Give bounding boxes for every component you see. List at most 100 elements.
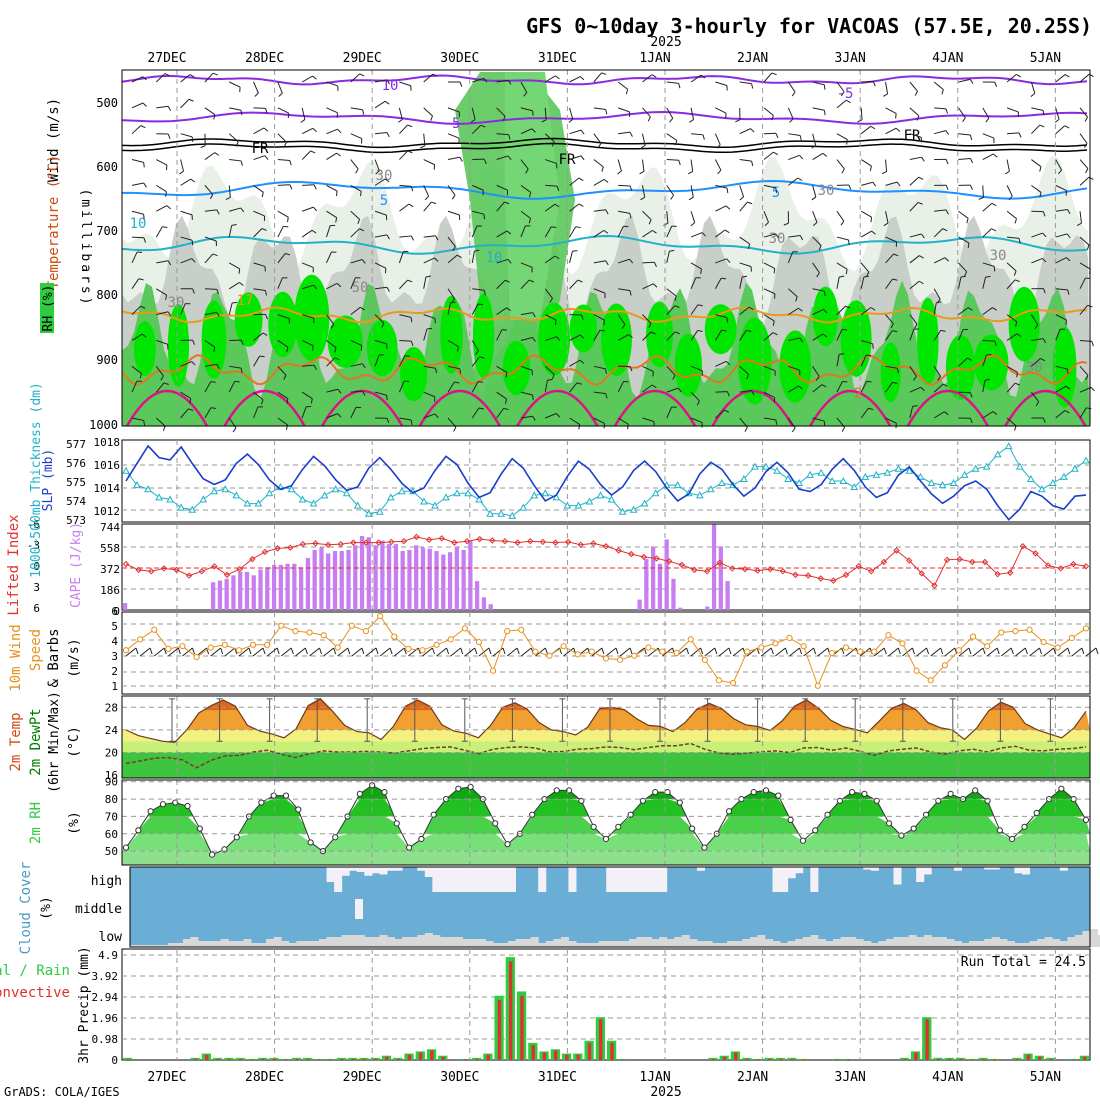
precip-conv-bar (273, 1059, 276, 1060)
temp2m-label: 2m Temp (8, 712, 24, 771)
wind-barb-flag (411, 317, 412, 322)
precip-conv-bar (430, 1050, 433, 1060)
cloud-high-bar (395, 867, 403, 871)
top-year-label: 2025 (650, 35, 681, 50)
cape-bar (326, 553, 330, 610)
upper-temp-legend: Temperature (°C) (46, 155, 62, 290)
bottom-date-3jan: 3JAN (835, 1070, 866, 1085)
cloud-low-bar (704, 941, 712, 947)
wind-barb-flag (533, 111, 534, 116)
cloud-high-bar (432, 867, 440, 892)
cloud-high-bar (636, 867, 644, 892)
top-date-29dec: 29DEC (343, 51, 382, 66)
wind10-speed-point (787, 635, 792, 640)
cloud-low-bar (500, 943, 508, 947)
precip-conv-bar (194, 1059, 197, 1060)
wind-barb (983, 185, 984, 197)
rh2m-point (911, 826, 916, 831)
wind10-speed-point (152, 627, 157, 632)
wind-barb (302, 185, 314, 186)
cape-tick-186: 186 (100, 584, 120, 597)
cloud-high-bar (893, 867, 901, 885)
top-date-31dec: 31DEC (538, 51, 577, 66)
precip-tick-1.96: 1.96 (92, 1012, 119, 1025)
cloud-low-bar (961, 943, 969, 947)
cloud-low-bar (395, 939, 403, 947)
bottom-date-1jan: 1JAN (639, 1070, 670, 1085)
wind10-tick-4: 4 (111, 635, 118, 648)
cape-bar (455, 546, 459, 610)
wind10-speed-point (646, 645, 651, 650)
cloud-high-bar (621, 867, 629, 892)
wind-barb-flag (239, 269, 240, 274)
cloud-high-bar (327, 867, 335, 882)
cloud-low-bar (1060, 941, 1068, 947)
wind-barb-flag (211, 382, 216, 383)
cloud-low-bar (1030, 941, 1038, 947)
contour-label: 2 (854, 386, 862, 402)
cloud-low-bar (886, 939, 894, 947)
temp-tick-24: 24 (105, 724, 119, 737)
wind10-speed-point (900, 641, 905, 646)
cloud-high-bar (342, 867, 350, 876)
cloud-low-bar (304, 941, 312, 947)
contour-label: 30 (376, 168, 393, 184)
wind10-unit: (m/s) (67, 638, 82, 677)
cloud-low-bar (901, 937, 909, 947)
temp2m-unit: (°C) (67, 726, 82, 757)
wind-barb-flag (387, 395, 388, 400)
cloud-low-bar (417, 935, 425, 947)
cape-bar (360, 536, 364, 610)
precip-ylabel: 3hr Precip (mm) (77, 946, 92, 1063)
contour-label: FR (252, 141, 269, 157)
top-date-4jan: 4JAN (932, 51, 963, 66)
wind10-speed-point (674, 650, 679, 655)
rh2m-point (948, 791, 953, 796)
precip-conv-bar (1072, 1059, 1075, 1060)
precip-conv-bar (306, 1059, 309, 1060)
precip-conv-bar (216, 1059, 219, 1060)
cape-bar (258, 570, 262, 610)
cloud-label: Cloud Cover (18, 862, 34, 955)
cape-bar (434, 551, 438, 610)
rh2m-point (1022, 824, 1027, 829)
cloud-low-bar (402, 937, 410, 947)
cape-bar (319, 548, 323, 610)
wind10-barbs-label: & Barbs (46, 628, 62, 687)
wind10-speed-point (561, 644, 566, 649)
cloud-low-bar (342, 935, 350, 947)
wind10-speed-point (505, 629, 510, 634)
rh2m-point (419, 836, 424, 841)
cloud-tick-low: low (99, 930, 123, 945)
pressure-tick-700: 700 (96, 224, 118, 238)
cloud-low-bar (175, 943, 183, 947)
precip-conv-bar (329, 1059, 332, 1060)
wind-barb-flag (986, 276, 991, 277)
rh-bright-blob (400, 347, 427, 401)
wind-barb-flag (968, 243, 969, 248)
precip-conv-bar (340, 1059, 343, 1060)
li-legend: Lifted Index (6, 514, 22, 615)
wind10-speed-point (858, 649, 863, 654)
cloud-low-bar (924, 935, 932, 947)
thickness-tick-574: 574 (66, 495, 86, 508)
precip-conv-bar (1083, 1057, 1086, 1060)
cloud-high-bar (440, 867, 448, 892)
upper-rh-legend: RH (%) (41, 285, 56, 332)
rh2m-label: 2m RH (28, 802, 44, 844)
bottom-date-5jan: 5JAN (1030, 1070, 1061, 1085)
wind10-speed-point (138, 637, 143, 642)
wind-barb-flag (478, 304, 483, 305)
rh2m-point (837, 798, 842, 803)
wind10-speed-point (250, 642, 255, 647)
top-date-30dec: 30DEC (440, 51, 479, 66)
wind10-speed-point (519, 627, 524, 632)
cape-bar (421, 548, 425, 610)
cloud-low-bar (274, 937, 282, 947)
cape-bar (407, 550, 411, 610)
wind-barb-flag (913, 406, 918, 407)
cloud-low-bar (1082, 931, 1090, 947)
rh2m-point (665, 790, 670, 795)
